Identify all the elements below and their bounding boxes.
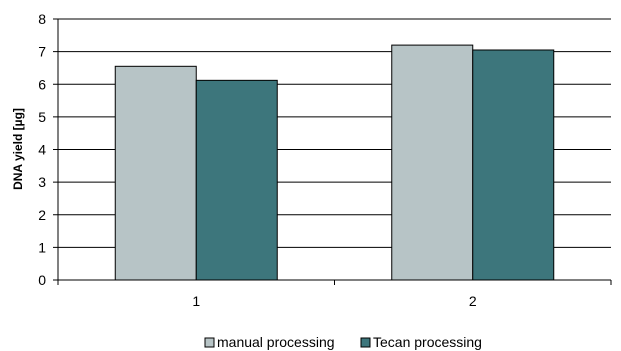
y-tick-label: 1 [38,239,46,255]
y-axis-title: DNA yield [µg] [11,108,25,190]
y-tick-label: 4 [38,142,46,158]
x-category-label: 2 [469,293,477,309]
y-tick-label: 8 [38,11,46,27]
legend-label: Tecan processing [373,334,482,350]
y-tick-label: 0 [38,272,46,288]
bar-tecan-1 [195,79,278,281]
y-tick-label: 7 [38,44,46,60]
legend: manual processing Tecan processing [204,334,482,350]
legend-label: manual processing [217,334,335,350]
y-tick-label: 5 [38,109,46,125]
legend-swatch [204,337,215,348]
legend-swatch [360,337,371,348]
y-tick-label: 6 [38,76,46,92]
bar-tecan-2 [472,49,555,281]
bar-manual-1 [114,65,197,281]
y-tick-label: 3 [38,174,46,190]
x-category-label: 1 [192,293,200,309]
y-tick-labels: 0 1 2 3 4 5 6 7 8 [38,11,58,288]
bar-manual-2 [391,44,474,281]
y-tick-label: 2 [38,207,46,223]
bars [114,44,555,281]
